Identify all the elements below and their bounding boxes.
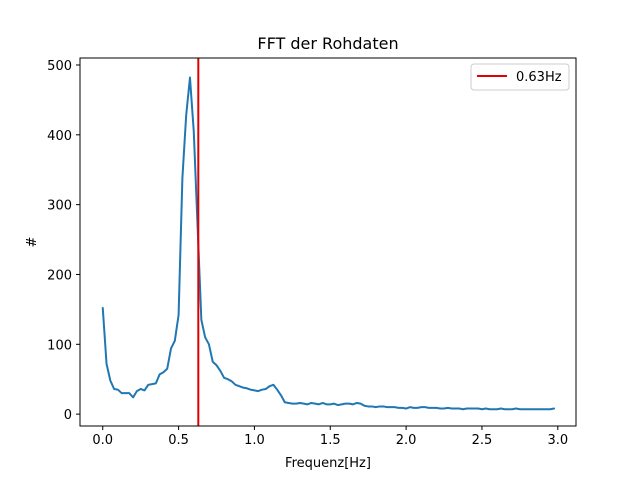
x-tick-label: 0.5 [168,433,189,448]
y-tick-label: 100 [47,338,72,353]
x-axis-title: Frequenz[Hz] [285,456,371,471]
y-tick-label: 0 [64,408,72,423]
x-tick-label: 0.0 [92,433,113,448]
fft-series-line [101,76,556,411]
chart-title: FFT der Rohdaten [257,34,398,53]
y-tick-label: 200 [47,268,72,283]
plot-area [101,58,556,426]
legend-label-vline: 0.63Hz [516,70,562,85]
x-tick-label: 3.0 [547,433,568,448]
y-axis-title: # [25,237,40,248]
y-tick-label: 500 [47,59,72,74]
axes-frame [79,57,577,427]
legend: 0.63Hz [470,63,570,91]
legend-box [470,63,570,91]
x-tick-label: 1.0 [244,433,265,448]
x-tick-label: 1.5 [320,433,341,448]
y-tick-label: 400 [47,129,72,144]
y-axis-ticks: 0 100 200 300 400 500 [47,59,80,423]
x-axis-ticks: 0.0 0.5 1.0 1.5 2.0 2.5 3.0 [92,426,568,448]
y-tick-label: 300 [47,199,72,214]
series-layer [101,76,556,411]
x-tick-label: 2.5 [472,433,493,448]
x-tick-label: 2.0 [396,433,417,448]
